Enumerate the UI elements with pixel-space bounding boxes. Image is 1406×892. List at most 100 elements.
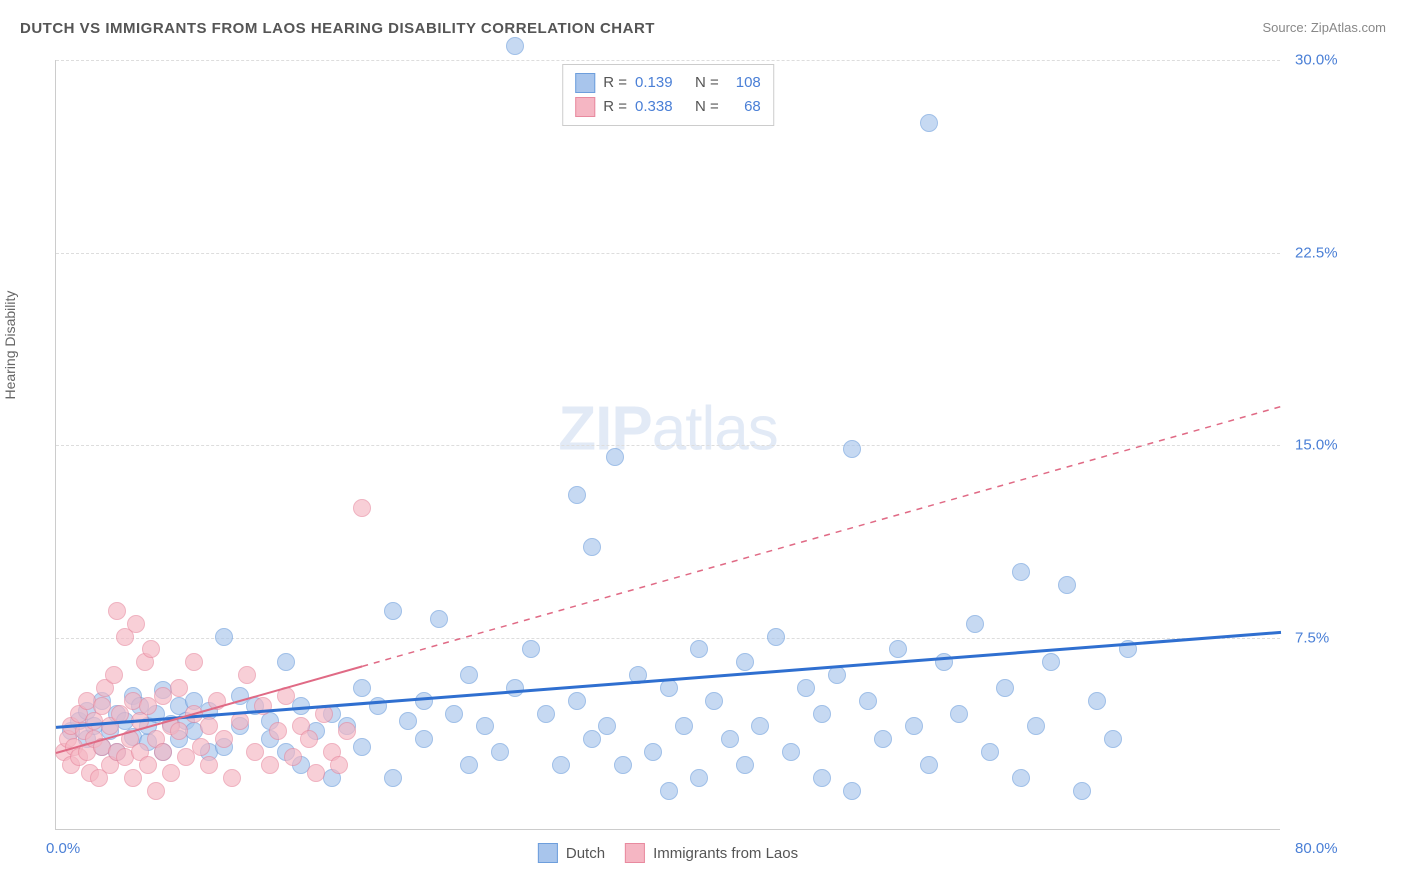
data-point [935, 653, 953, 671]
data-point [690, 640, 708, 658]
stats-legend-row: R =0.139N =108 [575, 71, 761, 95]
y-axis-label: Hearing Disability [2, 291, 18, 400]
watermark: ZIPatlas [558, 394, 777, 465]
data-point [675, 717, 693, 735]
r-label: R = [603, 95, 627, 119]
data-point [705, 692, 723, 710]
data-point [506, 679, 524, 697]
data-point [246, 743, 264, 761]
legend-label: Dutch [566, 845, 605, 862]
data-point [353, 499, 371, 517]
data-point [124, 769, 142, 787]
data-point [185, 653, 203, 671]
stats-legend: R =0.139N =108R =0.338N =68 [562, 64, 774, 126]
data-point [568, 486, 586, 504]
data-point [277, 653, 295, 671]
data-point [506, 37, 524, 55]
data-point [1042, 653, 1060, 671]
data-point [813, 705, 831, 723]
data-point [200, 717, 218, 735]
legend-item: Immigrants from Laos [625, 843, 798, 863]
data-point [598, 717, 616, 735]
data-point [889, 640, 907, 658]
data-point [537, 705, 555, 723]
data-point [568, 692, 586, 710]
data-point [614, 756, 632, 774]
data-point [384, 602, 402, 620]
data-point [162, 764, 180, 782]
data-point [1012, 769, 1030, 787]
data-point [1088, 692, 1106, 710]
data-point [1119, 640, 1137, 658]
data-point [208, 692, 226, 710]
stats-legend-row: R =0.338N =68 [575, 95, 761, 119]
data-point [353, 738, 371, 756]
data-point [491, 743, 509, 761]
data-point [170, 679, 188, 697]
data-point [300, 730, 318, 748]
x-tick-label: 80.0% [1295, 840, 1375, 857]
data-point [629, 666, 647, 684]
data-point [460, 756, 478, 774]
data-point [139, 756, 157, 774]
data-point [721, 730, 739, 748]
data-point [874, 730, 892, 748]
data-point [261, 756, 279, 774]
data-point [147, 782, 165, 800]
data-point [843, 782, 861, 800]
gridline [56, 638, 1280, 639]
data-point [445, 705, 463, 723]
data-point [660, 782, 678, 800]
y-tick-label: 15.0% [1295, 437, 1375, 454]
data-point [690, 769, 708, 787]
data-point [338, 722, 356, 740]
scatter-plot: ZIPatlas 7.5%15.0%22.5%30.0% R =0.139N =… [55, 60, 1280, 830]
data-point [583, 730, 601, 748]
source-attribution: Source: ZipAtlas.com [1262, 20, 1386, 35]
data-point [277, 687, 295, 705]
data-point [369, 697, 387, 715]
data-point [93, 697, 111, 715]
data-point [307, 764, 325, 782]
data-point [292, 697, 310, 715]
series-legend: Dutch Immigrants from Laos [538, 843, 798, 863]
data-point [1012, 563, 1030, 581]
y-tick-label: 22.5% [1295, 244, 1375, 261]
data-point [782, 743, 800, 761]
data-point [108, 602, 126, 620]
data-point [950, 705, 968, 723]
data-point [223, 769, 241, 787]
data-point [1058, 576, 1076, 594]
data-point [981, 743, 999, 761]
y-tick-label: 7.5% [1295, 629, 1375, 646]
data-point [660, 679, 678, 697]
data-point [920, 756, 938, 774]
n-value: 68 [727, 95, 761, 119]
chart-title: DUTCH VS IMMIGRANTS FROM LAOS HEARING DI… [20, 20, 655, 37]
data-point [415, 730, 433, 748]
data-point [843, 440, 861, 458]
watermark-light: atlas [652, 395, 778, 464]
n-label: N = [695, 71, 719, 95]
data-point [966, 615, 984, 633]
data-point [522, 640, 540, 658]
data-point [736, 653, 754, 671]
data-point [131, 712, 149, 730]
data-point [1073, 782, 1091, 800]
y-tick-label: 30.0% [1295, 52, 1375, 69]
data-point [859, 692, 877, 710]
legend-swatch [538, 843, 558, 863]
data-point [751, 717, 769, 735]
data-point [238, 666, 256, 684]
data-point [154, 743, 172, 761]
data-point [192, 738, 210, 756]
data-point [399, 712, 417, 730]
data-point [552, 756, 570, 774]
r-value: 0.139 [635, 71, 687, 95]
data-point [905, 717, 923, 735]
data-point [644, 743, 662, 761]
data-point [269, 722, 287, 740]
data-point [430, 610, 448, 628]
data-point [813, 769, 831, 787]
data-point [353, 679, 371, 697]
